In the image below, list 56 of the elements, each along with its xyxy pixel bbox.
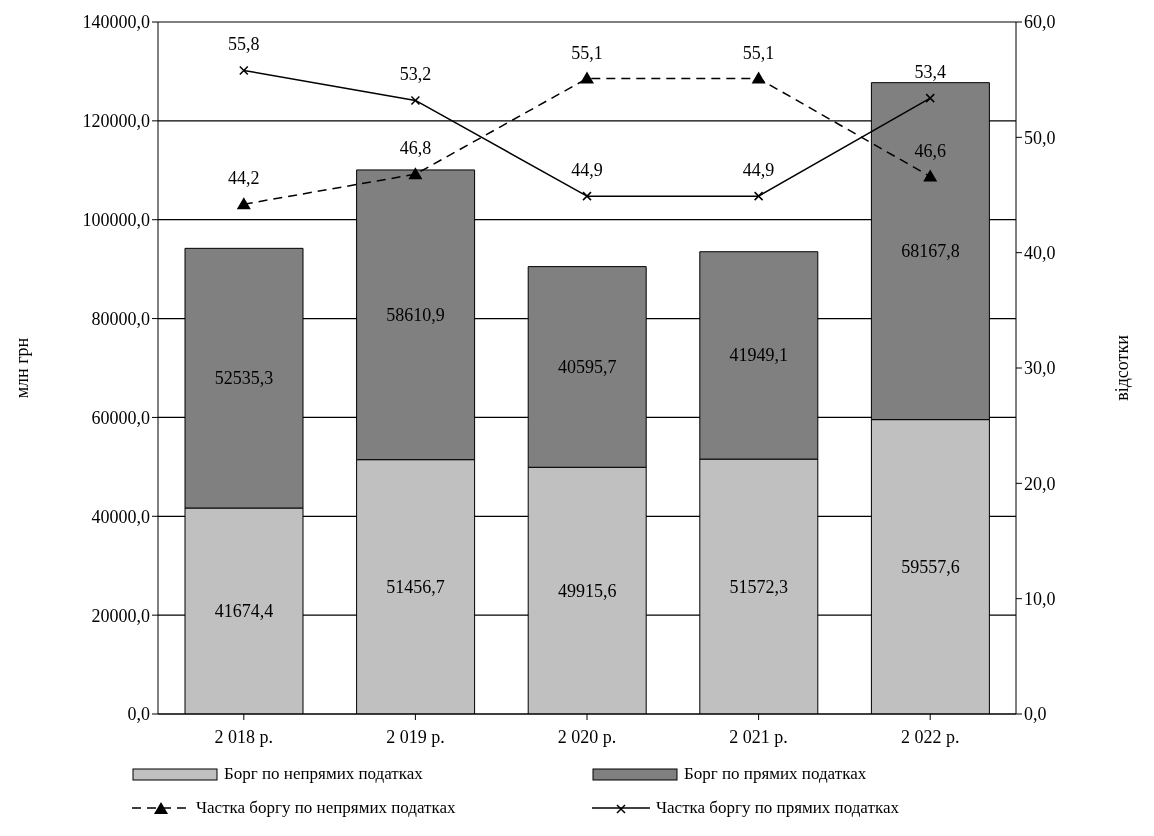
y2-tick-label: 50,0 (1024, 127, 1056, 148)
data-label: 53,2 (399, 64, 432, 85)
y2-tick-label: 40,0 (1024, 243, 1056, 264)
data-label: 51456,7 (386, 576, 445, 597)
y-tick-label: 40000,0 (91, 506, 150, 527)
x-tick-label: 2 018 р. (214, 726, 274, 747)
data-label: 55,1 (571, 42, 603, 63)
y-tick-label: 100000,0 (82, 210, 150, 231)
data-label: 59557,6 (901, 556, 960, 577)
point (582, 191, 592, 201)
legend-label: Борг по непрямих податках (224, 764, 423, 784)
y-tick-label: 120000,0 (82, 111, 150, 132)
point (925, 93, 935, 103)
data-label: 55,8 (228, 34, 260, 55)
point (753, 191, 764, 201)
data-label: 68167,8 (901, 241, 960, 262)
point (580, 71, 594, 84)
data-label: 46,8 (399, 138, 432, 159)
data-label: 44,9 (742, 160, 775, 181)
data-label: 58610,9 (386, 304, 445, 325)
data-label: 46,6 (914, 140, 946, 161)
data-label: 53,4 (914, 62, 946, 83)
y-tick-label: 0,0 (127, 704, 150, 725)
legend-label: Борг по прямих податках (684, 764, 867, 784)
y-axis-title: млн грн (12, 337, 33, 399)
data-label: 55,1 (742, 42, 775, 63)
legend-label: Частка боргу по непрямих податках (196, 798, 456, 818)
point (236, 197, 251, 210)
x-tick-label: 2 020 р. (557, 726, 617, 747)
y2-tick-label: 30,0 (1024, 358, 1056, 379)
data-label: 41949,1 (729, 345, 789, 366)
y2-tick-label: 0,0 (1024, 704, 1047, 725)
point (239, 65, 249, 76)
y2-tick-label: 20,0 (1024, 473, 1056, 494)
data-label: 49915,6 (557, 580, 617, 601)
x-tick-label: 2 022 р. (900, 726, 960, 747)
y-tick-label: 80000,0 (91, 308, 150, 329)
point (923, 169, 938, 182)
point (751, 71, 766, 84)
y-tick-label: 20000,0 (91, 605, 150, 626)
data-label: 40595,7 (557, 356, 617, 377)
data-label: 51572,3 (729, 576, 789, 597)
x-tick-label: 2 021 р. (729, 726, 788, 747)
y2-axis-title: відсотки (1112, 334, 1133, 401)
y2-tick-label: 10,0 (1024, 589, 1056, 610)
y-tick-label: 60000,0 (91, 407, 150, 428)
data-label: 44,2 (228, 168, 260, 189)
point (410, 95, 421, 106)
data-label: 52535,3 (214, 368, 274, 389)
data-label: 44,9 (571, 160, 603, 181)
legend-label: Частка боргу по прямих податках (656, 798, 899, 818)
y2-tick-label: 60,0 (1024, 12, 1056, 33)
y-tick-label: 140000,0 (82, 12, 150, 33)
x-tick-label: 2 019 р. (386, 726, 445, 747)
point (408, 167, 423, 180)
data-label: 41674,4 (214, 601, 274, 621)
